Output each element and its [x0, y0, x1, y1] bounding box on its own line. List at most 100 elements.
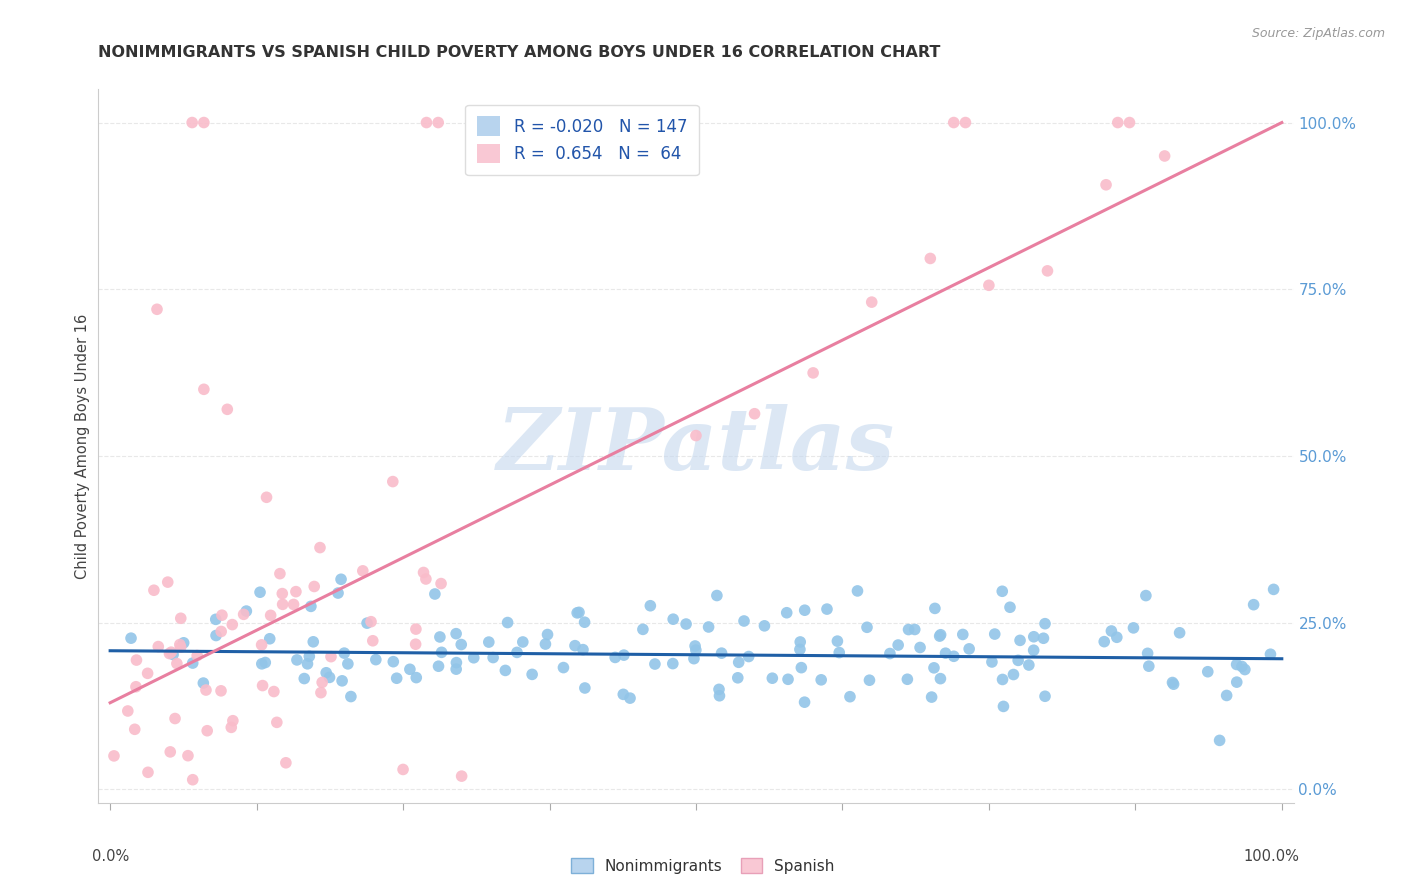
Point [1137, 659, 1160, 673]
Point [793, 603, 815, 617]
Point [613, 648, 636, 662]
Point [921, 690, 943, 704]
Point [1092, 634, 1115, 648]
Point [1002, 667, 1025, 681]
Point [235, 604, 257, 618]
Point [252, 679, 274, 693]
Point [1263, 582, 1285, 597]
Point [574, 681, 596, 695]
Point [292, 672, 315, 686]
Point [299, 599, 322, 614]
Point [124, 723, 146, 737]
Point [209, 683, 232, 698]
Point [160, 645, 183, 659]
Point [512, 635, 534, 649]
Point [644, 657, 666, 671]
Point [801, 366, 824, 380]
Point [789, 642, 811, 657]
Point [193, 115, 215, 129]
Point [1008, 633, 1031, 648]
Point [1022, 630, 1045, 644]
Point [318, 670, 340, 684]
Point [1208, 733, 1230, 747]
Point [302, 579, 325, 593]
Point [536, 627, 558, 641]
Point [1260, 647, 1282, 661]
Point [415, 572, 437, 586]
Point [929, 672, 952, 686]
Point [858, 673, 880, 688]
Point [494, 664, 516, 678]
Point [162, 648, 184, 662]
Point [117, 704, 139, 718]
Point [315, 665, 337, 680]
Point [427, 115, 450, 129]
Point [839, 690, 862, 704]
Point [1018, 658, 1040, 673]
Point [991, 673, 1014, 687]
Point [993, 699, 1015, 714]
Point [120, 631, 142, 645]
Point [173, 636, 195, 650]
Point [450, 769, 472, 783]
Point [1153, 149, 1175, 163]
Point [209, 624, 232, 639]
Point [170, 611, 193, 625]
Point [727, 655, 749, 669]
Point [221, 617, 243, 632]
Point [1032, 632, 1054, 646]
Point [897, 623, 920, 637]
Point [828, 646, 851, 660]
Point [1243, 598, 1265, 612]
Point [929, 628, 952, 642]
Point [955, 115, 977, 129]
Point [217, 402, 239, 417]
Text: 100.0%: 100.0% [1244, 849, 1299, 864]
Point [340, 690, 363, 704]
Text: Source: ZipAtlas.com: Source: ZipAtlas.com [1251, 27, 1385, 40]
Point [790, 660, 813, 674]
Point [1033, 690, 1056, 704]
Point [1215, 689, 1237, 703]
Point [793, 695, 815, 709]
Point [330, 673, 353, 688]
Point [169, 638, 191, 652]
Point [904, 623, 927, 637]
Point [263, 684, 285, 698]
Point [159, 647, 181, 661]
Point [685, 428, 707, 442]
Point [319, 649, 342, 664]
Point [444, 662, 467, 676]
Point [330, 572, 353, 586]
Point [1118, 115, 1140, 129]
Point [136, 765, 159, 780]
Point [1233, 663, 1256, 677]
Point [444, 626, 467, 640]
Point [271, 586, 294, 600]
Point [309, 541, 332, 555]
Point [125, 680, 148, 694]
Point [430, 576, 453, 591]
Point [887, 638, 910, 652]
Point [266, 715, 288, 730]
Point [429, 630, 451, 644]
Point [269, 566, 291, 581]
Point [360, 615, 382, 629]
Point [405, 622, 427, 636]
Point [744, 407, 766, 421]
Point [1197, 665, 1219, 679]
Point [1122, 621, 1144, 635]
Point [520, 667, 543, 681]
Point [146, 302, 169, 317]
Point [612, 687, 634, 701]
Point [415, 115, 437, 129]
Point [506, 645, 529, 659]
Point [776, 606, 799, 620]
Point [908, 640, 931, 655]
Point [1226, 675, 1249, 690]
Point [789, 635, 811, 649]
Point [385, 671, 408, 685]
Point [232, 607, 254, 622]
Point [827, 634, 849, 648]
Point [564, 639, 586, 653]
